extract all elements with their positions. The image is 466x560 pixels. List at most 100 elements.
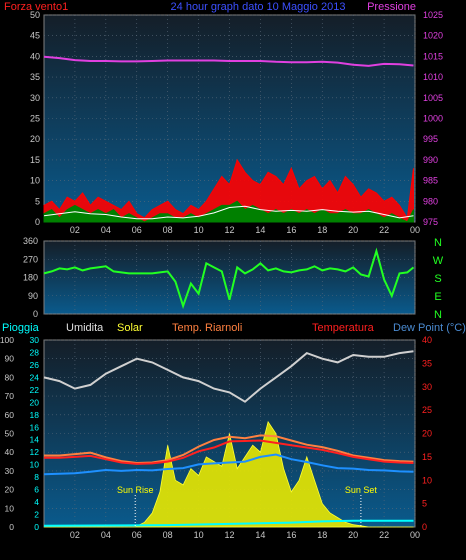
rain-y-tick: 0	[34, 522, 39, 532]
humidity-y-tick: 20	[5, 485, 15, 495]
rain-y-tick: 30	[30, 335, 40, 345]
temp-x-tick: 02	[70, 530, 80, 540]
temp-x-tick: 20	[348, 530, 358, 540]
rain-line	[43, 519, 414, 527]
temp-y-tick: 0	[422, 522, 427, 532]
compass-letter: N	[434, 309, 442, 321]
direction-y-tick: 180	[23, 273, 38, 283]
wind-axis-label: Forza vento1	[4, 1, 68, 13]
pressure-y-tick: 990	[423, 155, 438, 165]
temperature-line	[44, 439, 414, 465]
direction-y-tick: 270	[23, 254, 38, 264]
pressure-y-tick: 985	[423, 176, 438, 186]
wind-x-tick: 10	[194, 225, 204, 235]
pressure-y-tick: 975	[423, 217, 438, 227]
rain-y-tick: 8	[34, 472, 39, 482]
temp-y-tick: 15	[422, 452, 432, 462]
legend-apparent-temp: Temp. Riarnoli	[172, 322, 242, 334]
humidity-y-tick: 0	[9, 522, 14, 532]
rain-y-tick: 16	[30, 422, 40, 432]
pressure-y-tick: 1015	[423, 51, 443, 61]
pressure-y-tick: 1025	[423, 10, 443, 20]
temp-x-tick: 14	[255, 530, 265, 540]
legend-dewpoint: Dew Point (°C)	[393, 322, 466, 334]
rain-y-tick: 2	[34, 510, 39, 520]
sunset-marker-label: Sun Set	[345, 485, 378, 495]
wind-x-tick: 02	[70, 225, 80, 235]
apparent-temp-line	[44, 434, 414, 465]
compass-letter: W	[433, 255, 444, 267]
temp-x-tick: 06	[132, 530, 142, 540]
temp-x-tick: 00	[410, 530, 420, 540]
chart-title: 24 hour graph dato 10 Maggio 2013	[171, 1, 346, 13]
rain-y-tick: 4	[34, 497, 39, 507]
pressure-y-tick: 995	[423, 134, 438, 144]
wind-x-tick: 18	[317, 225, 327, 235]
pressure-y-tick: 980	[423, 196, 438, 206]
wind-x-tick: 16	[286, 225, 296, 235]
rain-y-tick: 26	[30, 360, 40, 370]
rain-y-tick: 6	[34, 485, 39, 495]
temp-y-tick: 20	[422, 429, 432, 439]
temp-x-tick: 12	[224, 530, 234, 540]
wind-y-tick: 5	[35, 196, 40, 206]
direction-y-tick: 90	[28, 291, 38, 301]
pressure-line	[43, 55, 414, 67]
wind-y-tick: 10	[30, 176, 40, 186]
pressure-axis-label: Pressione	[367, 1, 416, 13]
sunrise-marker-label: Sun Rise	[117, 485, 154, 495]
pressure-y-tick: 1020	[423, 31, 443, 41]
temp-x-tick: 18	[317, 530, 327, 540]
wind-x-tick: 22	[379, 225, 389, 235]
humidity-y-tick: 70	[5, 391, 15, 401]
wind-y-tick: 50	[30, 10, 40, 20]
humidity-y-tick: 90	[5, 354, 15, 364]
pressure-y-tick: 1000	[423, 114, 443, 124]
temp-y-tick: 30	[422, 382, 432, 392]
humidity-line	[43, 350, 414, 403]
rain-y-tick: 28	[30, 347, 40, 357]
temp-x-tick: 04	[101, 530, 111, 540]
direction-y-tick: 0	[33, 309, 38, 319]
legend-temperature: Temperatura	[312, 322, 375, 334]
compass-letter: N	[434, 237, 442, 249]
wind-x-tick: 12	[224, 225, 234, 235]
temp-y-tick: 5	[422, 499, 427, 509]
humidity-y-tick: 80	[5, 372, 15, 382]
wind-y-tick: 25	[30, 114, 40, 124]
wind-y-tick: 0	[35, 217, 40, 227]
wind-x-tick: 14	[255, 225, 265, 235]
temp-y-tick: 40	[422, 335, 432, 345]
wind-x-tick: 20	[348, 225, 358, 235]
humidity-y-tick: 30	[5, 466, 15, 476]
rain-y-tick: 22	[30, 385, 40, 395]
humidity-y-tick: 40	[5, 447, 15, 457]
direction-y-tick: 360	[23, 236, 38, 246]
wind-average-line	[43, 205, 414, 220]
humidity-y-tick: 10	[5, 503, 15, 513]
humidity-y-tick: 60	[5, 410, 15, 420]
rain-y-tick: 20	[30, 397, 40, 407]
rain-y-tick: 14	[30, 435, 40, 445]
wind-y-tick: 35	[30, 72, 40, 82]
pressure-y-tick: 1010	[423, 72, 443, 82]
wind-x-tick: 04	[101, 225, 111, 235]
legend-humidity: Umidita	[66, 322, 104, 334]
temp-y-tick: 35	[422, 358, 432, 368]
humidity-y-tick: 50	[5, 429, 15, 439]
wind-x-tick: 08	[163, 225, 173, 235]
wind-y-tick: 30	[30, 93, 40, 103]
temp-x-tick: 22	[379, 530, 389, 540]
legend-solar: Solar	[117, 322, 143, 334]
pressure-y-tick: 1005	[423, 93, 443, 103]
humidity-y-tick: 100	[0, 335, 14, 345]
wind-y-tick: 20	[30, 134, 40, 144]
temp-x-tick: 16	[286, 530, 296, 540]
data-series: Sun Rise Sun Set	[43, 55, 415, 528]
temp-x-tick: 10	[194, 530, 204, 540]
rain-y-tick: 24	[30, 372, 40, 382]
legend-rain: Pioggia	[2, 322, 40, 334]
